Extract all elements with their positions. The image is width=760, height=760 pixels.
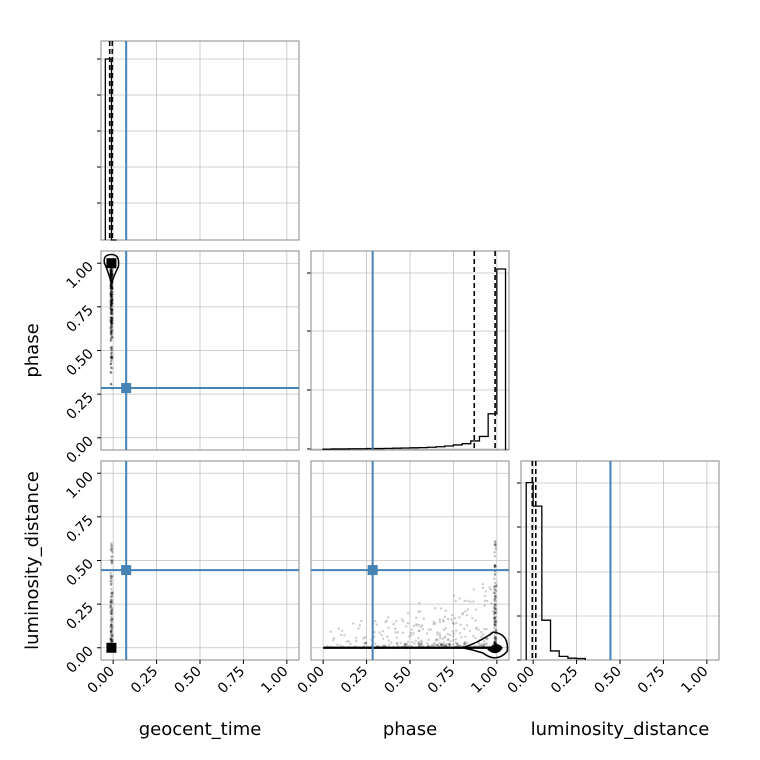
xtick-label-geocent_time-2: 0.50 [171, 664, 204, 697]
xtick-label-phase-0: 0.00 [295, 664, 328, 697]
ylabel-luminosity_distance: luminosity_distance [22, 471, 43, 650]
ytick-label-phase-3: 0.75 [63, 302, 96, 335]
density-peak-geocent-distance [106, 642, 117, 653]
xtick-label-geocent_time-3: 0.75 [215, 664, 248, 697]
density-peak-geocent-phase [106, 258, 117, 269]
xtick-label-phase-1: 0.25 [338, 664, 371, 697]
ytick-label-luminosity_distance-1: 0.25 [63, 600, 96, 633]
samples-phase-luminosity_distance [325, 539, 498, 649]
xtick-label-phase-2: 0.50 [381, 664, 414, 697]
ytick-label-luminosity_distance-0: 0.00 [63, 643, 96, 676]
ytick-label-phase-0: 0.00 [63, 433, 96, 466]
truth-marker-geocent_time-phase [121, 383, 132, 394]
ytick-label-luminosity_distance-4: 1.00 [63, 469, 96, 502]
xtick-label-geocent_time-1: 0.25 [128, 664, 161, 697]
truth-marker-phase-luminosity_distance [367, 565, 378, 576]
ytick-label-luminosity_distance-2: 0.50 [63, 556, 96, 589]
ytick-label-phase-1: 0.25 [63, 390, 96, 423]
ytick-label-luminosity_distance-3: 0.75 [63, 512, 96, 545]
xlabel-luminosity_distance: luminosity_distance [531, 719, 710, 740]
histogram-geocent_time [104, 58, 117, 241]
contour-phase-distance-outer [461, 631, 509, 659]
histogram-phase [322, 268, 507, 450]
xtick-label-luminosity_distance-0: 0.00 [505, 664, 538, 697]
panel-frame-0-0 [100, 40, 300, 241]
ylabel-phase: phase [22, 323, 43, 377]
xtick-label-luminosity_distance-1: 0.25 [548, 664, 581, 697]
xtick-label-geocent_time-4: 1.00 [258, 664, 291, 697]
panel-frame-1-1 [310, 250, 510, 451]
xtick-label-phase-4: 1.00 [468, 664, 501, 697]
contour-geocent-phase [103, 253, 120, 285]
xtick-label-phase-3: 0.75 [425, 664, 458, 697]
truth-marker-geocent_time-luminosity_distance [121, 565, 132, 576]
xtick-label-geocent_time-0: 0.00 [85, 664, 118, 697]
contour-phase-distance-inner [487, 644, 503, 654]
xtick-label-luminosity_distance-4: 1.00 [678, 664, 711, 697]
xtick-label-luminosity_distance-2: 0.50 [591, 664, 624, 697]
ytick-label-phase-4: 1.00 [63, 259, 96, 292]
xlabel-phase: phase [383, 719, 437, 740]
histogram-luminosity_distance [525, 481, 586, 660]
ytick-label-phase-2: 0.50 [63, 346, 96, 379]
xlabel-geocent_time: geocent_time [139, 719, 262, 740]
xtick-label-luminosity_distance-3: 0.75 [635, 664, 668, 697]
